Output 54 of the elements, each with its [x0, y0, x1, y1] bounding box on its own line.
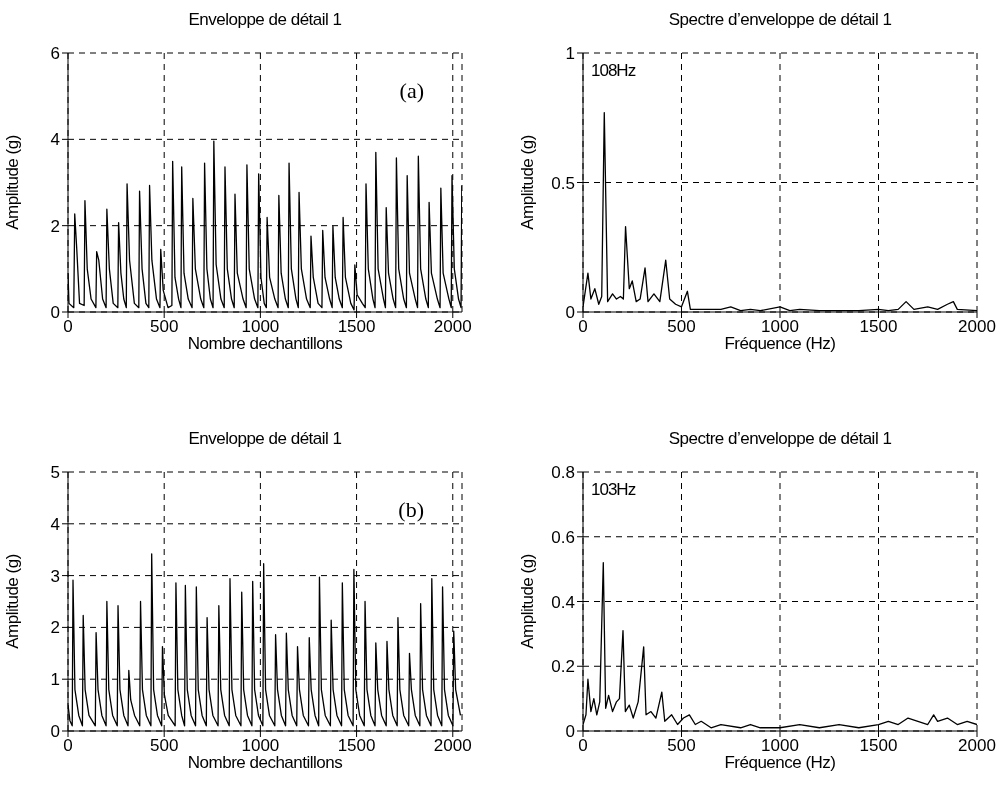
- y-tick-label: 0.2: [551, 657, 575, 677]
- y-tick-label: 6: [50, 44, 60, 64]
- y-tick-label: 0.6: [551, 527, 575, 547]
- y-axis-title: Amplitude (g): [518, 135, 538, 230]
- x-tick-label: 1500: [859, 317, 898, 337]
- x-tick-label: 1000: [761, 317, 799, 337]
- chart-title: Enveloppe de détail 1: [187, 429, 343, 449]
- x-axis-title: Nombre dechantillons: [187, 334, 343, 353]
- x-tick-label: 1000: [761, 736, 799, 756]
- x-tick-label: 2000: [433, 736, 472, 756]
- y-axis-title: Amplitude (g): [3, 135, 23, 230]
- y-tick-label: 1: [50, 670, 60, 690]
- x-tick-label: 0: [63, 317, 73, 337]
- chart-title: Spectre d’enveloppe de détail 1: [667, 429, 893, 449]
- y-tick-label: 0: [565, 722, 575, 742]
- x-tick-label: 1500: [337, 736, 376, 756]
- y-tick-label: 1: [565, 44, 575, 64]
- y-tick-label: 4: [50, 514, 60, 534]
- x-tick-label: 2000: [958, 317, 996, 337]
- y-tick-label: 3: [50, 566, 60, 586]
- x-tick-label: 500: [150, 736, 179, 756]
- chart-title: Enveloppe de détail 1: [187, 10, 343, 30]
- y-tick-label: 4: [50, 130, 60, 150]
- x-axis-title: Fréquence (Hz): [724, 334, 836, 353]
- x-tick-label: 2000: [433, 317, 472, 337]
- x-tick-label: 1000: [241, 736, 280, 756]
- chart-title: Spectre d’enveloppe de détail 1: [667, 10, 893, 30]
- y-axis-title: Amplitude (g): [518, 554, 538, 649]
- y-tick-label: 0: [50, 722, 60, 742]
- y-axis-title: Amplitude (g): [3, 554, 23, 649]
- y-tick-label: 5: [50, 463, 60, 483]
- x-tick-label: 1500: [859, 736, 898, 756]
- x-tick-label: 0: [578, 736, 588, 756]
- y-tick-label: 0.8: [551, 463, 575, 483]
- x-tick-label: 500: [667, 736, 696, 756]
- annotation: (b): [398, 497, 424, 523]
- x-tick-label: 1000: [241, 317, 280, 337]
- annotation: 103Hz: [591, 480, 636, 500]
- x-tick-label: 0: [63, 736, 73, 756]
- y-tick-label: 0.5: [551, 173, 575, 193]
- annotation: 108Hz: [591, 61, 636, 81]
- y-tick-label: 0: [50, 303, 60, 323]
- y-tick-label: 0: [565, 303, 575, 323]
- x-tick-label: 0: [578, 317, 588, 337]
- x-axis-title: Fréquence (Hz): [724, 753, 836, 772]
- y-tick-label: 2: [50, 216, 60, 236]
- x-tick-label: 1500: [337, 317, 376, 337]
- x-axis-title: Nombre dechantillons: [187, 753, 343, 772]
- x-tick-label: 500: [150, 317, 179, 337]
- x-tick-label: 500: [667, 317, 696, 337]
- x-tick-label: 2000: [958, 736, 996, 756]
- annotation: (a): [399, 78, 424, 104]
- y-tick-label: 2: [50, 618, 60, 638]
- y-tick-label: 0.4: [551, 592, 575, 612]
